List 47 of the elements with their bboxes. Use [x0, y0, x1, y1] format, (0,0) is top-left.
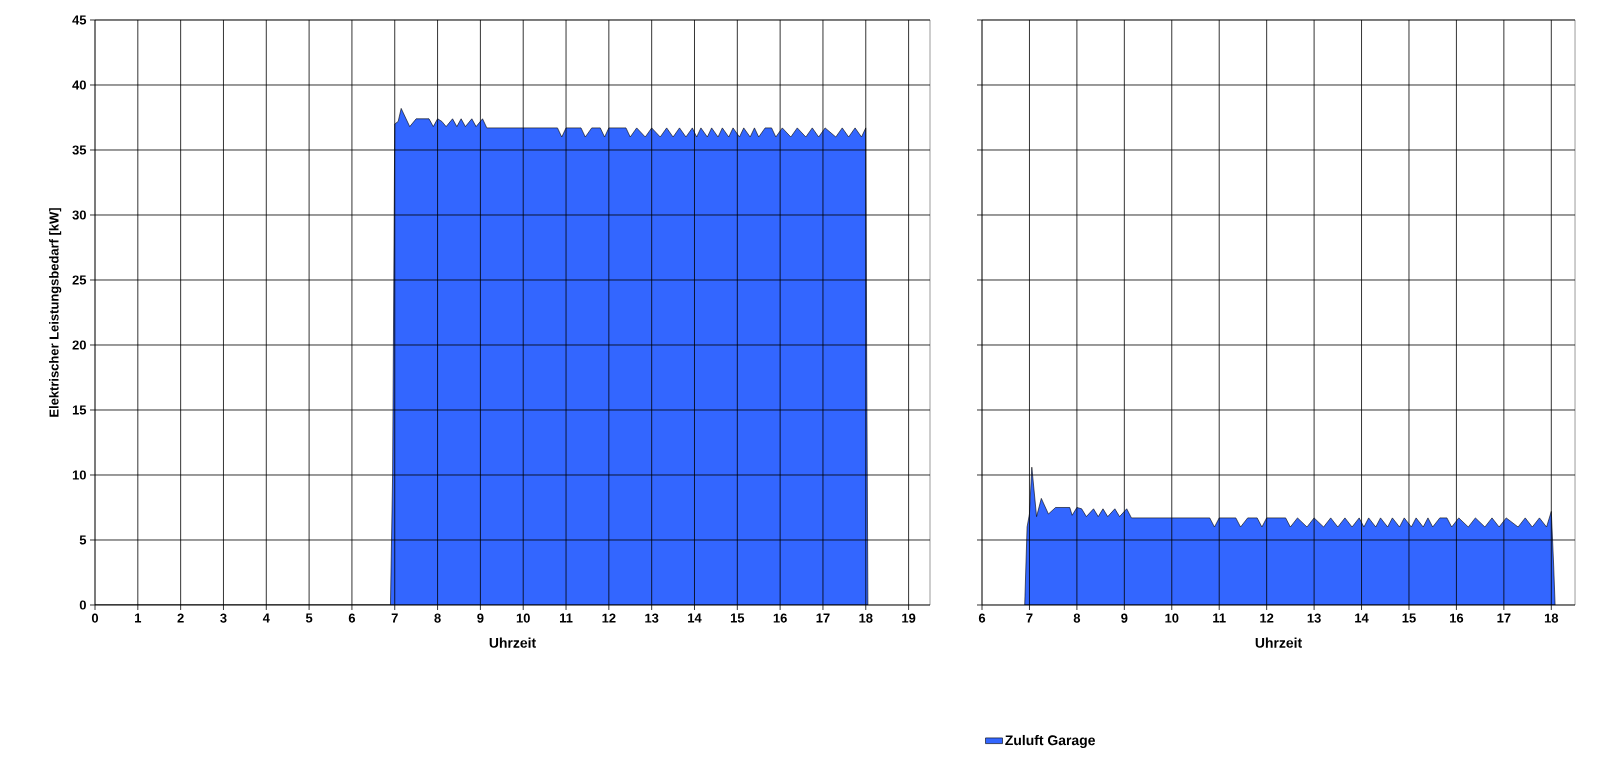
x-tick-label: 4 [262, 613, 270, 623]
x-tick-label: 14 [688, 613, 702, 623]
x-tick-label: 14 [1355, 613, 1369, 623]
x-tick-label: 9 [1121, 613, 1128, 623]
x-tick-label: 18 [1544, 613, 1559, 623]
x-tick-label: 5 [305, 613, 313, 623]
legend-label: Zuluft Garage [1005, 734, 1095, 749]
x-tick-label: 12 [602, 613, 616, 623]
x-tick-label: 13 [645, 613, 659, 623]
x-tick-label: 17 [816, 613, 830, 623]
x-tick-label: 11 [1213, 613, 1226, 623]
y-tick-label: 0 [79, 600, 86, 610]
y-axis-title: Elektrischer Leistungsbedarf [kW] [49, 208, 62, 417]
x-tick-label: 16 [773, 613, 787, 623]
x-tick-label: 12 [1260, 613, 1274, 623]
x-tick-label: 0 [91, 613, 99, 623]
y-tick-label: 10 [72, 470, 86, 480]
x-tick-label: 11 [560, 613, 573, 623]
x-tick-label: 6 [348, 613, 356, 623]
y-tick-label: 35 [72, 145, 87, 155]
x-tick-label: 17 [1497, 613, 1511, 623]
x-tick-label: 18 [859, 613, 873, 623]
x-tick-label: 9 [477, 613, 484, 623]
x-tick-label: 3 [220, 613, 227, 623]
x-tick-label: 10 [516, 613, 530, 623]
y-tick-label: 40 [72, 80, 86, 90]
y-tick-label: 15 [72, 405, 87, 415]
y-tick-label: 20 [72, 340, 86, 350]
x-tick-label: 19 [902, 613, 916, 623]
x-tick-label: 1 [135, 613, 142, 623]
x-tick-label: 16 [1450, 613, 1464, 623]
x-tick-label: 7 [391, 613, 398, 623]
x-tick-label: 15 [730, 613, 745, 623]
x-tick-label: 8 [434, 613, 441, 623]
x-axis-title: Uhrzeit [1255, 637, 1302, 648]
x-tick-label: 13 [1307, 613, 1321, 623]
y-tick-label: 25 [72, 275, 87, 285]
x-tick-label: 10 [1165, 613, 1179, 623]
x-axis-title: Uhrzeit [489, 637, 536, 648]
x-tick-label: 6 [978, 613, 986, 623]
x-tick-label: 7 [1026, 613, 1033, 623]
x-tick-label: 15 [1402, 613, 1416, 623]
y-tick-label: 30 [72, 210, 86, 220]
x-tick-label: 2 [177, 613, 184, 623]
y-tick-label: 5 [79, 535, 87, 545]
x-tick-label: 8 [1073, 613, 1081, 623]
y-tick-label: 45 [72, 15, 87, 25]
